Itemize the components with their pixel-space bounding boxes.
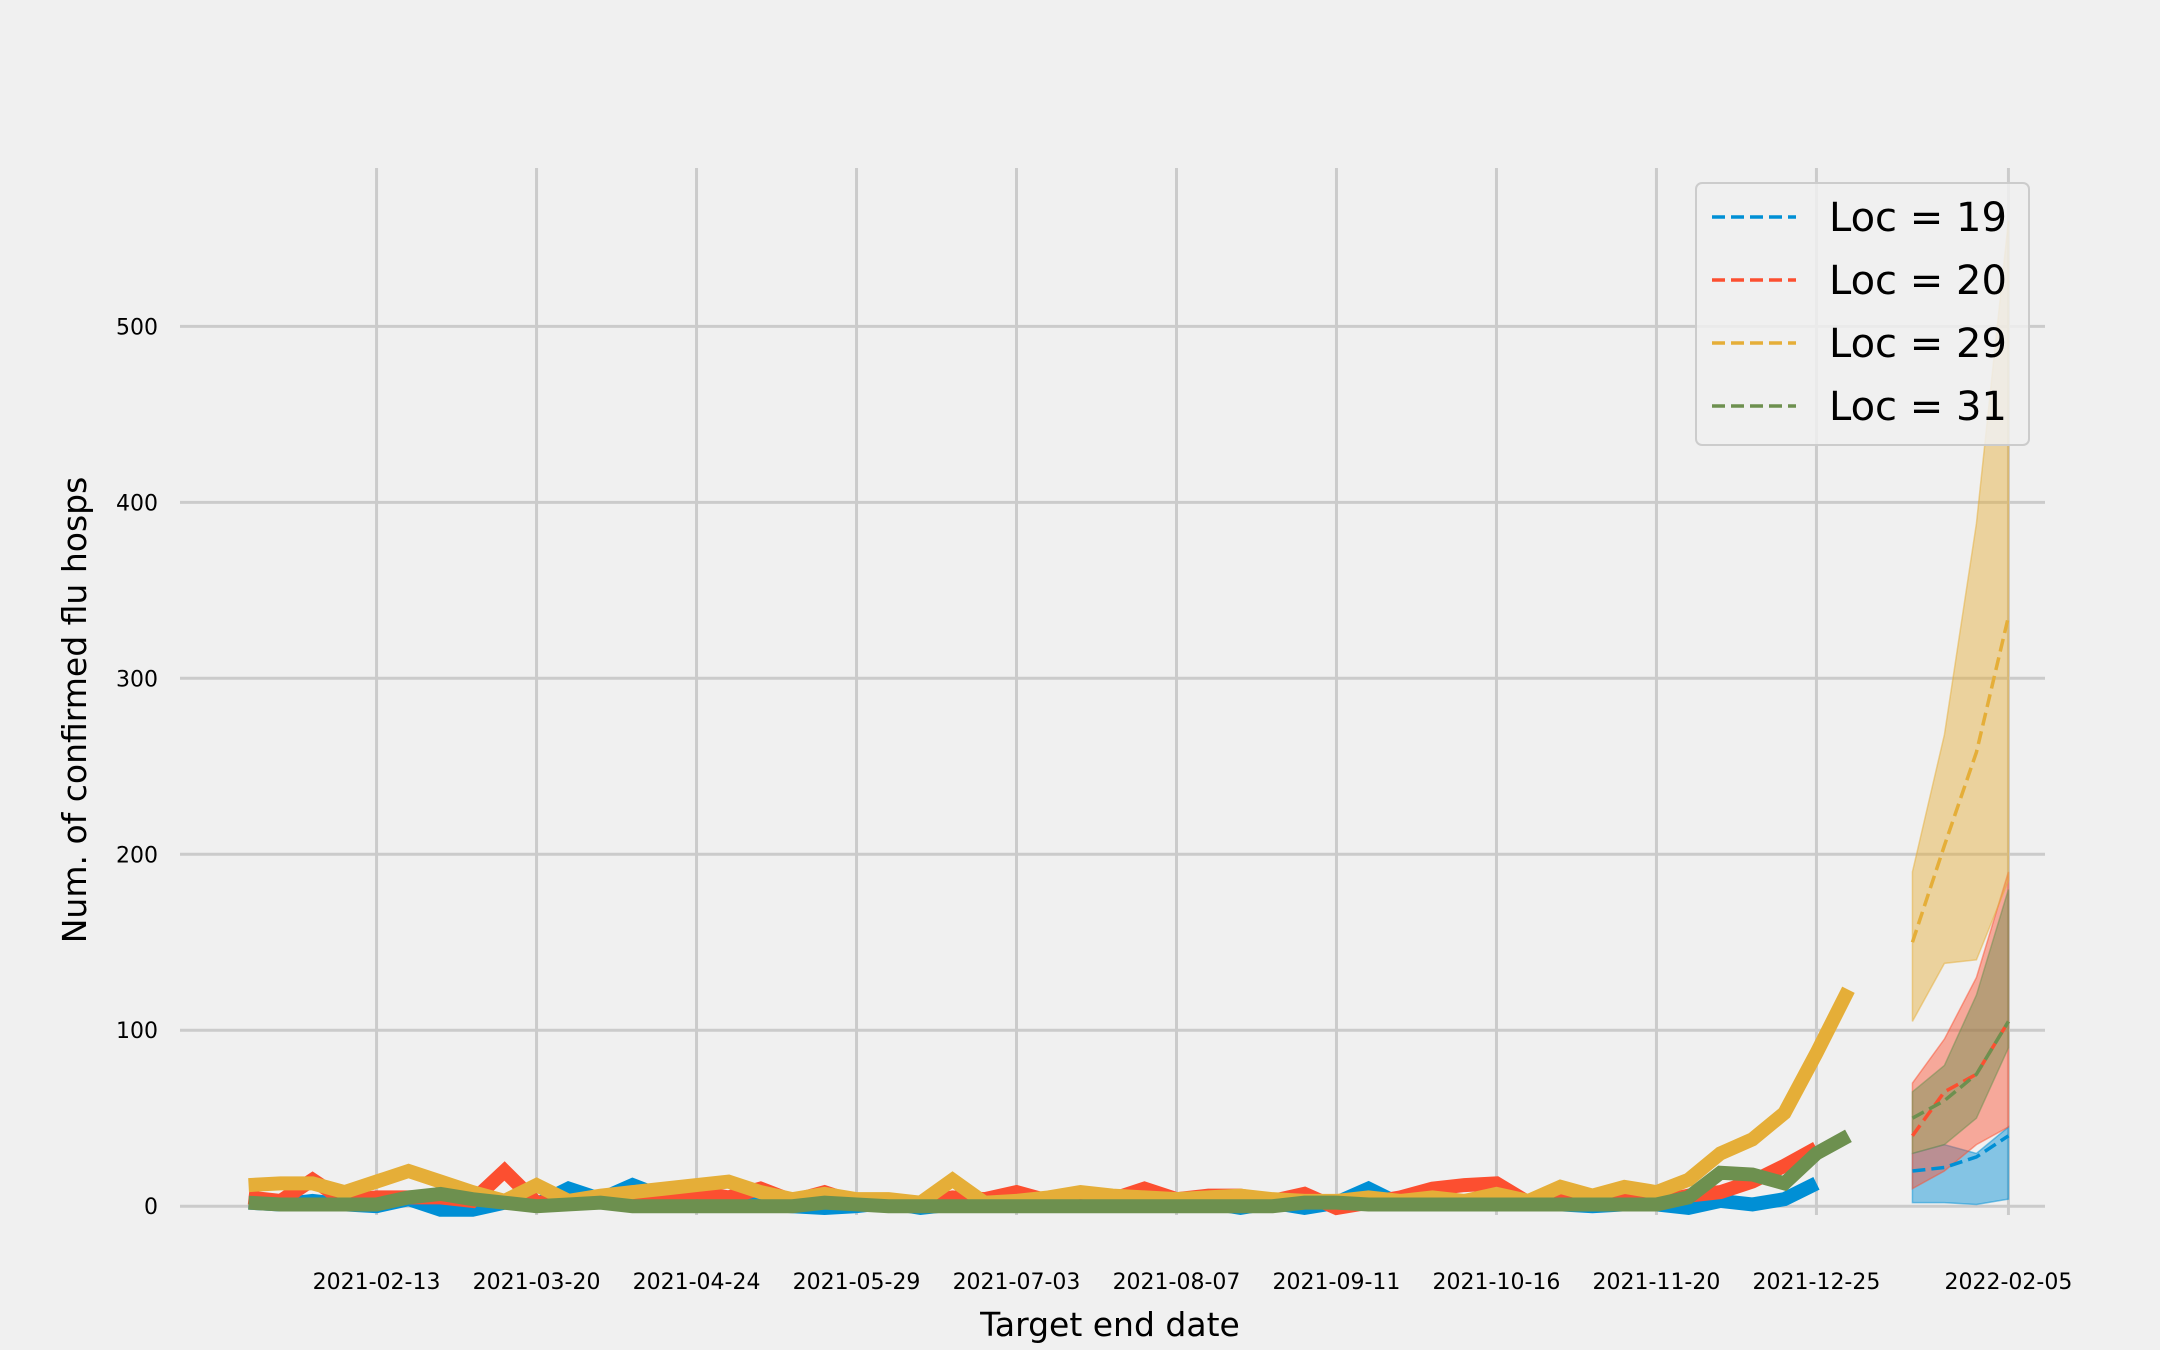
legend-entry: Loc = 29 xyxy=(1829,321,2007,367)
forecast-interval-band xyxy=(1911,889,2010,1155)
x-tick-label: 2021-07-03 xyxy=(953,1270,1081,1295)
forecast-median-line xyxy=(1912,1134,2010,1173)
forecast-median-line xyxy=(1911,1020,2010,1137)
legend-box xyxy=(1695,182,2030,446)
series-lines xyxy=(247,616,2011,1217)
forecast-median-line xyxy=(1911,1020,2010,1120)
x-tick-label: 2021-04-24 xyxy=(633,1270,761,1295)
forecast-interval-band xyxy=(1911,1125,2010,1206)
y-tick-label: 500 xyxy=(116,315,158,340)
legend-entry: Loc = 20 xyxy=(1829,258,2007,304)
y-tick-label: 400 xyxy=(116,491,158,516)
legend: Loc = 19 Loc = 20 Loc = 29 Loc = 31 xyxy=(1695,182,2030,446)
forecast-interval-band xyxy=(1911,220,2010,1022)
observed-series-line xyxy=(248,1129,1852,1214)
x-tick-label: 2021-11-20 xyxy=(1593,1270,1721,1295)
forecast-median-line xyxy=(1910,616,2011,943)
y-tick-label: 300 xyxy=(116,667,158,692)
x-axis-label: Target end date xyxy=(979,1305,1240,1344)
x-tick-label: 2021-02-13 xyxy=(313,1270,441,1295)
y-tick-label: 100 xyxy=(116,1019,158,1044)
x-tick-label: 2022-02-05 xyxy=(1945,1270,2073,1295)
x-tick-label: 2021-03-20 xyxy=(473,1270,601,1295)
y-axis-label: Num. of confirmed flu hosps xyxy=(55,477,94,944)
y-axis-ticks: 0 100 200 300 400 500 xyxy=(116,315,158,1220)
y-tick-label: 0 xyxy=(144,1195,158,1220)
x-tick-label: 2021-05-29 xyxy=(793,1270,921,1295)
observed-series-line xyxy=(248,986,1855,1210)
y-tick-label: 200 xyxy=(116,843,158,868)
x-tick-label: 2021-12-25 xyxy=(1753,1270,1881,1295)
forecast-bands xyxy=(1911,220,2010,1206)
x-tick-label: 2021-10-16 xyxy=(1433,1270,1561,1295)
x-axis-ticks: 2021-02-13 2021-03-20 2021-04-24 2021-05-29… xyxy=(313,1270,2073,1295)
x-tick-label: 2021-09-11 xyxy=(1273,1270,1401,1295)
x-tick-label: 2021-08-07 xyxy=(1113,1270,1241,1295)
legend-entry: Loc = 19 xyxy=(1829,195,2007,241)
grid xyxy=(180,168,2045,1215)
legend-entry: Loc = 31 xyxy=(1829,384,2007,430)
